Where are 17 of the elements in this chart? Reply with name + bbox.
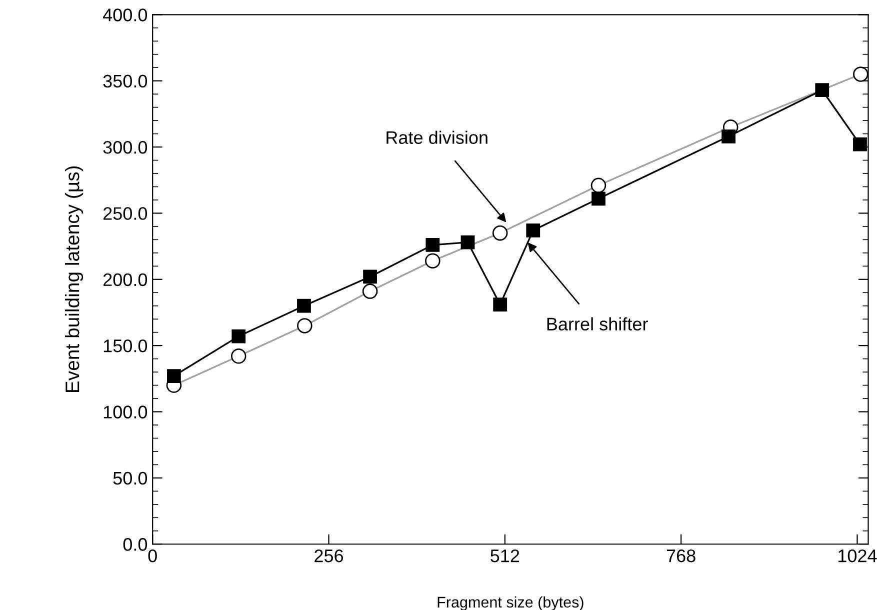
y-tick-label: 0.0 (123, 538, 148, 551)
y-tick-label: 300.0 (103, 140, 148, 154)
y-tick-label: 50.0 (113, 472, 148, 485)
y-tick-label: 100.0 (104, 406, 148, 418)
annotation: Rate division (386, 130, 488, 144)
y-tick-label: 200.0 (103, 273, 148, 286)
y-tick-label: 250.0 (103, 207, 148, 220)
x-tick-label: 256 (314, 549, 344, 562)
y-axis-title: Event building latency (µs) (64, 166, 84, 392)
y-tick-label: 400.0 (102, 8, 148, 22)
x-tick-label: 768 (666, 549, 696, 562)
x-tick-label: 1024 (838, 549, 877, 562)
x-tick-label: 512 (490, 549, 520, 562)
annotation: Barrel shifter (547, 317, 648, 330)
y-tick-label: 350.0 (103, 74, 148, 88)
y-tick-label: 150.0 (104, 340, 148, 352)
x-tick-label: 0 (148, 549, 157, 562)
